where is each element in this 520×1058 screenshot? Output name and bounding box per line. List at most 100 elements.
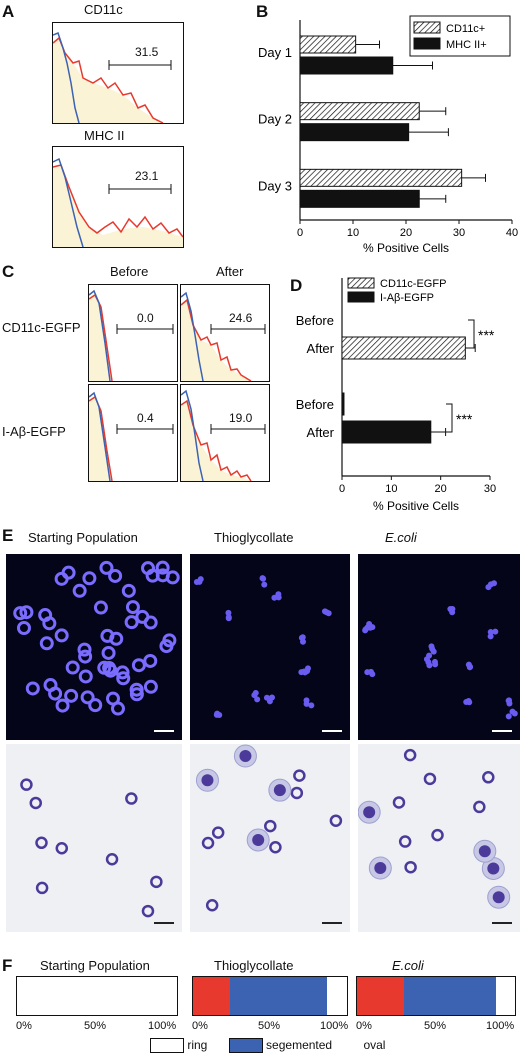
b-xtick-label: 0 <box>297 227 303 239</box>
nucleus <box>201 774 214 787</box>
nucleus <box>492 891 505 904</box>
nucleus <box>99 560 114 575</box>
nucleus <box>42 616 57 631</box>
f-segment-white <box>326 977 347 1015</box>
cell <box>150 875 163 889</box>
nucleus <box>225 609 232 616</box>
micro-stain-ecoli <box>358 744 520 932</box>
cell <box>20 778 33 791</box>
nucleus <box>505 713 512 720</box>
nucleus <box>121 583 136 598</box>
f-title-ecoli: E.coli <box>392 958 424 973</box>
b-category-label: Day 2 <box>258 112 292 127</box>
hist-mhc-title: MHC II <box>84 128 125 143</box>
f-segment-red <box>357 977 405 1015</box>
nucleus <box>429 645 436 652</box>
b-bar-cd11c <box>299 102 420 121</box>
nucleus <box>143 679 158 694</box>
hist-cd11c-plot <box>53 32 172 123</box>
scale-bar <box>492 730 512 732</box>
cell <box>201 836 215 850</box>
cell <box>403 748 417 762</box>
nucleus <box>369 671 376 678</box>
legend-segmented-label: segemented <box>266 1038 333 1052</box>
cell <box>423 772 437 786</box>
cell <box>35 881 49 895</box>
nucleus <box>251 692 258 699</box>
nucleus <box>78 669 93 684</box>
hist-mhc-gate-value: 23.1 <box>135 169 159 183</box>
f-segment-blue <box>404 977 497 1015</box>
nucleus <box>197 576 204 583</box>
nucleus <box>129 687 144 702</box>
panel-e-label: E <box>2 526 14 545</box>
nucleus <box>463 699 470 706</box>
scale-bar <box>492 922 512 924</box>
nucleus <box>155 560 170 575</box>
nucleus <box>82 571 97 586</box>
d-category-label: After <box>307 425 335 440</box>
nucleus <box>299 634 306 641</box>
b-xtick-label: 20 <box>400 227 412 239</box>
nucleus <box>487 862 500 875</box>
f-bar-starting <box>16 976 178 1016</box>
cell <box>431 828 444 842</box>
nucleus <box>431 658 438 665</box>
d-sig-bracket <box>468 319 475 349</box>
nucleus <box>13 606 28 621</box>
nucleus <box>273 784 286 797</box>
hist-cd11c-before: 0.0 <box>88 284 178 382</box>
f-bar-ecoli <box>356 976 516 1016</box>
nucleus <box>362 627 369 634</box>
f-segment-blue <box>229 977 327 1015</box>
scale-bar <box>154 730 174 732</box>
cell <box>35 836 48 850</box>
f-segment-white <box>496 977 515 1015</box>
cell <box>398 835 412 848</box>
c-r2-after-value: 19.0 <box>229 411 253 425</box>
micro-fluor-starting <box>6 554 182 740</box>
nucleus <box>108 568 123 583</box>
e-col2-title: Thioglycollate <box>214 530 294 545</box>
nucleus <box>124 615 139 630</box>
panel-f-label: F <box>2 956 13 975</box>
hist-iab-after: 19.0 <box>180 384 270 482</box>
f-bar-thio <box>192 976 348 1016</box>
b-xtick-label: 10 <box>347 227 359 239</box>
d-bar-iab <box>341 420 432 444</box>
b-xtick-label: 40 <box>506 227 518 239</box>
d-bar-iab <box>341 392 345 416</box>
b-xlabel: % Positive Cells <box>363 241 449 254</box>
nucleus <box>115 665 130 680</box>
nucleus <box>466 664 473 671</box>
nucleus <box>101 645 116 660</box>
nucleus <box>100 628 115 643</box>
d-xlabel: % Positive Cells <box>373 499 459 513</box>
cell <box>482 771 495 784</box>
nucleus <box>509 708 516 715</box>
e-col1-title: Starting Population <box>28 530 138 545</box>
nucleus <box>308 702 315 709</box>
nucleus <box>93 600 108 615</box>
nucleus <box>143 653 158 668</box>
f2-tick-50: 50% <box>258 1020 281 1032</box>
cell <box>473 800 486 814</box>
nucleus <box>55 698 70 713</box>
scale-bar <box>154 922 174 924</box>
nucleus <box>426 652 433 659</box>
e-col3-title: E.coli <box>385 530 417 545</box>
legend-ring-swatch <box>150 1038 184 1054</box>
panel-a-label: A <box>2 2 15 21</box>
nucleus <box>162 633 177 648</box>
chart-d: 0 10 20 30 % Positive Cells Before After Before… <box>296 277 496 513</box>
b-legend-swatch <box>413 21 441 34</box>
hist-cd11c-after: 24.6 <box>180 284 270 382</box>
chart-b: 0 10 20 30 40 % Positive Cells Day 1 Day 2 Day 3… <box>258 15 518 254</box>
nucleus <box>48 686 63 701</box>
col-before-label: Before <box>110 264 149 279</box>
d-sig-stars: *** <box>456 411 473 427</box>
f-segment-red <box>193 977 230 1015</box>
nucleus <box>261 581 268 588</box>
col-after-label: After <box>216 264 244 279</box>
nucleus <box>116 671 131 686</box>
